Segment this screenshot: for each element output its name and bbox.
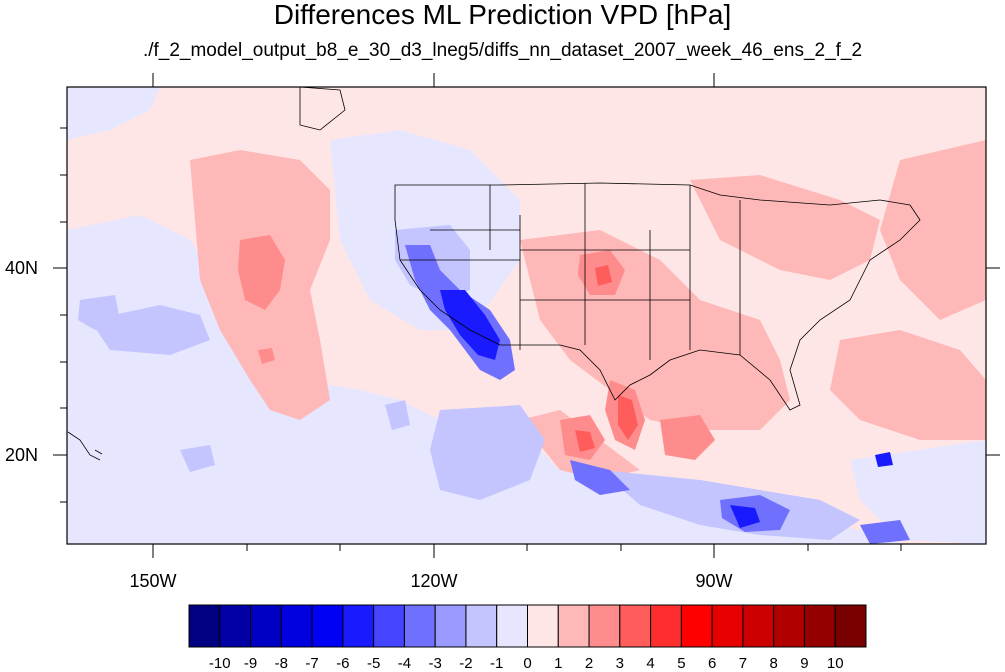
colorbar-tick-label: -4 bbox=[397, 655, 412, 672]
colorbar-tick-label: -6 bbox=[336, 655, 350, 672]
colorbar-tick-label: -1 bbox=[490, 655, 504, 672]
colorbar-box bbox=[834, 604, 867, 648]
map-title: Differences ML Prediction VPD [hPa] bbox=[273, 0, 732, 30]
colorbar-box bbox=[403, 604, 436, 648]
colorbar-tick-label: 10 bbox=[826, 655, 844, 672]
colorbar-box bbox=[219, 604, 252, 648]
colorbar-box bbox=[803, 604, 836, 648]
field-negative-1-2 bbox=[78, 225, 860, 540]
colorbar-tick-label: 8 bbox=[769, 655, 778, 672]
lon-label-120w: 120W bbox=[410, 571, 458, 591]
colorbar-box bbox=[588, 604, 621, 648]
lat-label-40n: 40N bbox=[4, 258, 38, 278]
colorbar-tick-label: 6 bbox=[707, 655, 717, 672]
colorbar-box bbox=[250, 604, 282, 648]
colorbar-box bbox=[342, 604, 375, 648]
colorbar-box bbox=[680, 604, 713, 648]
colorbar-tick-label: -2 bbox=[459, 655, 473, 672]
colorbar-box bbox=[650, 604, 682, 648]
colorbar-box bbox=[711, 604, 744, 648]
colorbar-tick-label: 1 bbox=[554, 655, 563, 672]
colorbar-boxes bbox=[188, 604, 867, 648]
colorbar-tick-label: 3 bbox=[615, 655, 624, 672]
colorbar-box bbox=[557, 604, 590, 648]
colorbar-box bbox=[527, 604, 559, 648]
colorbar-box bbox=[373, 604, 405, 648]
colorbar-tick-label: 9 bbox=[800, 655, 809, 672]
colorbar-box bbox=[465, 604, 498, 648]
colorbar-box bbox=[188, 604, 221, 648]
colorbar-tick-label: -9 bbox=[243, 655, 258, 672]
lat-label-20n: 20N bbox=[4, 445, 38, 465]
map-subtitle: ./f_2_model_output_b8_e_30_d3_lneg5/diff… bbox=[142, 40, 863, 61]
colorbar-box bbox=[280, 604, 313, 648]
colorbar-tick-label: -3 bbox=[428, 655, 442, 672]
colorbar-tick-label: 4 bbox=[646, 655, 655, 672]
colorbar-tick-label: 5 bbox=[677, 655, 686, 672]
vpd-difference-map bbox=[53, 73, 1000, 558]
minor-ticks bbox=[60, 127, 902, 551]
colorbar-box bbox=[773, 604, 805, 648]
political-boundaries bbox=[67, 87, 921, 461]
colorbar-tick-label: -5 bbox=[366, 655, 381, 672]
colorbar-tick-label: -10 bbox=[208, 655, 231, 672]
colorbar-box bbox=[496, 604, 528, 648]
colorbar-tick-label: 2 bbox=[584, 655, 594, 672]
colorbar-tick-label: -8 bbox=[274, 655, 288, 672]
colorbar-box bbox=[434, 604, 467, 648]
data-field bbox=[67, 87, 986, 544]
field-positive-3-5 bbox=[575, 265, 638, 452]
axis-ticks bbox=[53, 73, 1000, 558]
colorbar-tick-label: 0 bbox=[523, 655, 532, 672]
colorbar-box bbox=[311, 604, 344, 648]
colorbar-tick-label: -7 bbox=[305, 655, 319, 672]
lon-label-90w: 90W bbox=[695, 571, 733, 591]
colorbar-box bbox=[619, 604, 652, 648]
colorbar-tick-label: 7 bbox=[738, 655, 748, 672]
colorbar-box bbox=[742, 604, 775, 648]
lon-label-150w: 150W bbox=[129, 571, 177, 591]
field-negative-4-6 bbox=[440, 290, 893, 528]
